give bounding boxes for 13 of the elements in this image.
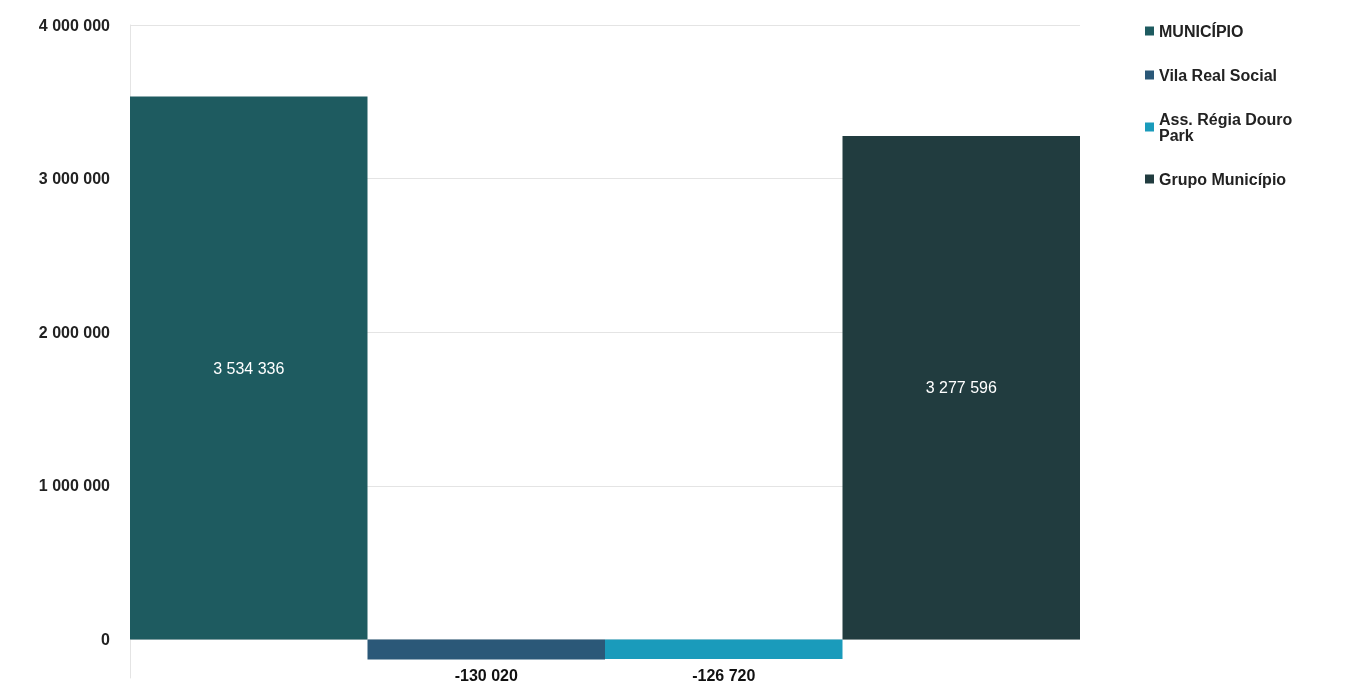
- data-label: -130 020: [454, 667, 518, 685]
- data-label: 3 534 336: [213, 359, 285, 377]
- data-label: -126 720: [692, 666, 756, 684]
- y-tick-label: 2 000 000: [38, 323, 111, 341]
- legend-label: Ass. Régia Douro Park: [1159, 110, 1297, 144]
- legend-label: MUNICÍPIO: [1159, 21, 1244, 40]
- legend-label: Grupo Município: [1159, 170, 1287, 188]
- y-tick-label: 0: [101, 631, 111, 649]
- data-label: 3 277 596: [925, 379, 997, 397]
- y-tick-label: 4 000 000: [38, 16, 111, 34]
- y-tick-label: 1 000 000: [38, 477, 111, 495]
- y-tick-label: 3 000 000: [38, 170, 111, 188]
- legend-label: Vila Real Social: [1159, 66, 1277, 84]
